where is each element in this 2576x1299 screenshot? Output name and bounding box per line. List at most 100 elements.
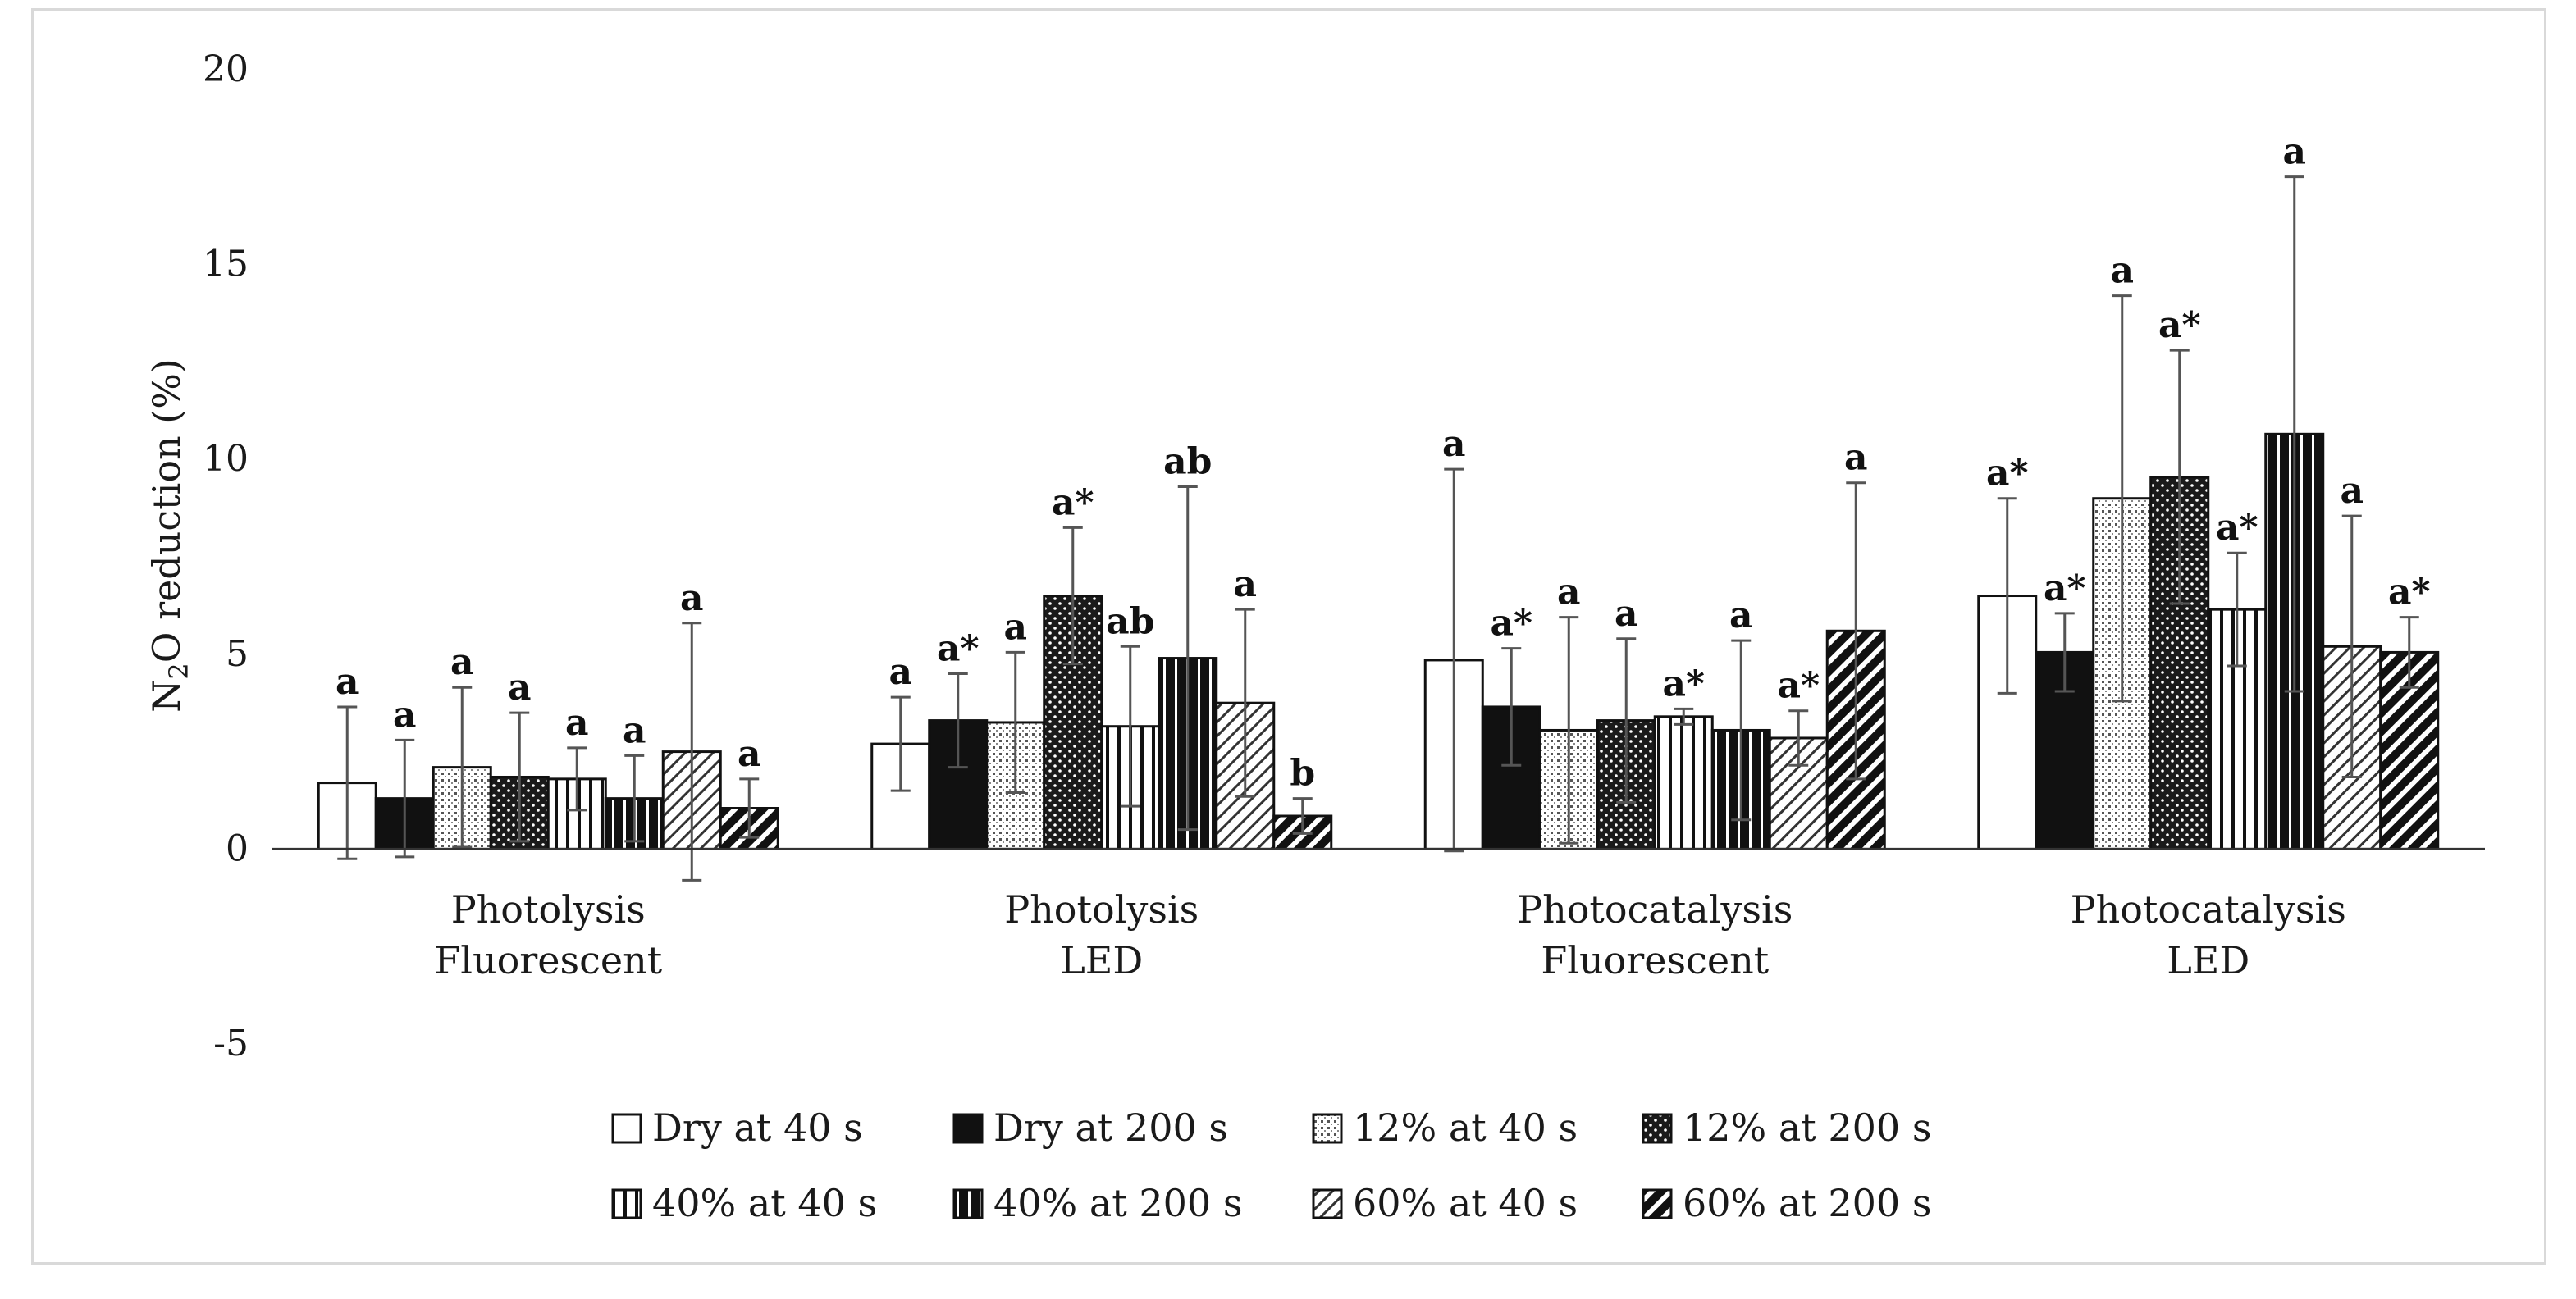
legend-label: Dry at 200 s — [993, 1105, 1228, 1150]
legend-label: 12% at 200 s — [1683, 1105, 1931, 1150]
legend-swatch — [1642, 1113, 1673, 1144]
significance-label: a — [1615, 593, 1638, 635]
legend-item: Dry at 40 s — [611, 1105, 863, 1150]
error-bar — [890, 695, 911, 792]
significance-label: a — [623, 709, 646, 751]
significance-label: a — [2110, 250, 2134, 292]
error-bar — [337, 705, 358, 860]
significance-label: ab — [1106, 600, 1154, 642]
y-tick-label: 0 — [226, 827, 249, 869]
significance-label: a* — [1052, 481, 1094, 523]
legend-item: 12% at 200 s — [1642, 1105, 1931, 1150]
y-tick-label: 5 — [226, 633, 249, 675]
legend-label: 12% at 40 s — [1353, 1105, 1578, 1150]
legend-item: 40% at 200 s — [952, 1181, 1242, 1225]
significance-label: a* — [937, 628, 980, 670]
error-bar — [682, 622, 702, 882]
error-bar — [1005, 650, 1025, 794]
legend-item: 60% at 200 s — [1642, 1181, 1931, 1225]
y-axis-ticks: -5 0 5 10 15 20 — [203, 48, 249, 1064]
significance-label: a* — [1662, 663, 1705, 704]
legend-swatch — [1312, 1113, 1343, 1144]
error-bar — [1997, 497, 2017, 695]
error-bar — [1292, 797, 1313, 835]
legend-swatch — [1642, 1188, 1673, 1219]
x-category-label: Photolysis — [451, 887, 646, 932]
significance-label: a* — [1490, 603, 1532, 645]
x-category-label: LED — [2167, 938, 2249, 982]
x-category-label: Photocatalysis — [2071, 887, 2346, 932]
error-bar — [452, 686, 473, 849]
error-bar — [1788, 709, 1809, 767]
y-axis-label: N2O reduction (%) — [144, 358, 194, 713]
significance-label: a — [1557, 572, 1581, 613]
x-category-label: Photolysis — [1004, 887, 1199, 932]
error-bar — [948, 672, 968, 769]
legend-item: 40% at 40 s — [611, 1181, 877, 1225]
error-bars-layer — [337, 175, 2419, 882]
significance-label: a — [738, 733, 761, 775]
legend-item: 60% at 40 s — [1312, 1181, 1578, 1225]
error-bar — [2169, 349, 2190, 605]
y-tick-label: 15 — [203, 244, 249, 285]
x-category-label: Fluorescent — [434, 938, 662, 982]
x-category-label: Photocatalysis — [1517, 887, 1793, 932]
significance-label: a — [450, 641, 474, 683]
error-bar — [1846, 481, 1866, 781]
error-bar — [567, 746, 587, 812]
x-category-label: LED — [1060, 938, 1143, 982]
significance-label: a* — [1986, 453, 2029, 495]
significance-label: a — [336, 661, 359, 703]
legend-label: 40% at 200 s — [993, 1181, 1242, 1225]
error-bar — [2054, 612, 2075, 693]
legend-label: 40% at 40 s — [652, 1181, 877, 1225]
error-bar — [1731, 639, 1752, 822]
x-category-label: Fluorescent — [1541, 938, 1769, 982]
significance-label: a* — [2044, 567, 2086, 609]
significance-label: a* — [2158, 304, 2201, 346]
y-tick-label: 20 — [203, 48, 249, 90]
error-bar — [509, 711, 530, 843]
significance-label: a — [1844, 437, 1868, 479]
legend-item: Dry at 200 s — [952, 1105, 1228, 1150]
chart-frame: N2O reduction (%) -5 0 5 10 15 20 a a a a a a a a a a*… — [31, 8, 2546, 1265]
significance-label: a — [680, 577, 704, 619]
legend-swatch — [1312, 1188, 1343, 1219]
error-bar — [2227, 551, 2247, 668]
significance-label: a — [1233, 563, 1257, 605]
error-bar — [1444, 467, 1464, 853]
significance-label: a — [1442, 423, 1466, 465]
significance-label: a — [888, 651, 912, 693]
error-bar — [2399, 616, 2419, 689]
legend-item: 12% at 40 s — [1312, 1105, 1578, 1150]
significance-label: a* — [1777, 665, 1820, 707]
legend-swatch — [952, 1188, 984, 1219]
legend-swatch — [611, 1113, 642, 1144]
significance-label: a* — [2388, 572, 2431, 613]
x-axis-categories: Photolysis Fluorescent Photolysis LED Photoc… — [434, 887, 2346, 982]
error-bar — [1120, 645, 1140, 808]
error-bar — [624, 754, 645, 843]
error-bar — [1616, 637, 1637, 804]
significance-label: a — [565, 702, 589, 744]
error-bar — [1177, 485, 1198, 832]
legend: Dry at 40 s Dry at 200 s 12% at 40 s 12% at… — [611, 1105, 1931, 1225]
significance-label: b — [1290, 753, 1315, 795]
y-tick-label: 10 — [203, 438, 249, 480]
error-bar — [1559, 616, 1579, 845]
error-bar — [1062, 526, 1083, 666]
significance-label: a — [508, 667, 532, 709]
significance-label: a — [1729, 595, 1753, 636]
significance-label: ab — [1163, 440, 1212, 482]
error-bar — [739, 777, 760, 839]
legend-label: 60% at 40 s — [1353, 1181, 1578, 1225]
bars-layer — [317, 432, 2440, 850]
significance-label: a — [2282, 131, 2306, 173]
significance-label: a — [393, 694, 417, 736]
error-bar — [1674, 707, 1694, 726]
legend-swatch — [952, 1113, 984, 1144]
error-bar — [2284, 175, 2304, 693]
error-bar — [2341, 514, 2362, 778]
bar — [1653, 715, 1714, 850]
